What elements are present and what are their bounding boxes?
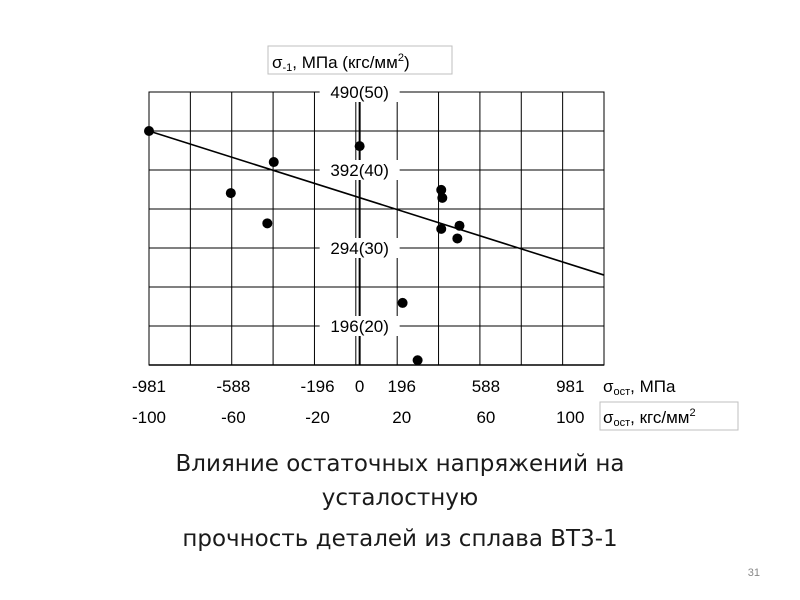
x-tick-label-mpa: 0 bbox=[355, 377, 364, 396]
data-point bbox=[397, 297, 408, 308]
y-tick-label: 294(30) bbox=[330, 239, 389, 258]
caption-line-3: прочность деталей из сплава ВТ3-1 bbox=[182, 526, 618, 552]
trend-line bbox=[148, 130, 605, 276]
data-point bbox=[144, 126, 154, 136]
caption-line-2: усталостную bbox=[321, 485, 479, 511]
y-tick-label: 490(50) bbox=[330, 83, 389, 102]
y-tick-label-bg bbox=[319, 82, 400, 102]
y-tick-label: 392(40) bbox=[330, 161, 389, 180]
chart-points bbox=[144, 126, 465, 366]
y-tick: 490(50) bbox=[319, 82, 400, 102]
y-tick-labels: 490(50) 392(40) 294(30) 196(20) bbox=[319, 82, 400, 336]
data-point bbox=[436, 223, 447, 234]
x-axis-label-mpa: σост, МПа bbox=[603, 377, 676, 398]
y-tick-label-bg bbox=[319, 238, 400, 258]
data-point bbox=[354, 141, 365, 152]
caption-line-1: Влияние остаточных напряжений на bbox=[175, 451, 625, 477]
x-tick-label-kgf: -20 bbox=[305, 408, 330, 427]
x-tick-label-kgf: -100 bbox=[132, 408, 166, 427]
data-point bbox=[268, 157, 279, 168]
data-point bbox=[436, 184, 447, 195]
x-tick-label-kgf: 20 bbox=[392, 408, 411, 427]
data-point bbox=[452, 233, 463, 244]
x-tick-label-mpa: -588 bbox=[216, 377, 250, 396]
x-tick-label-mpa: -196 bbox=[301, 377, 335, 396]
y-tick: 294(30) bbox=[319, 238, 400, 258]
y-tick-label: 196(20) bbox=[330, 317, 389, 336]
x-tick-label-kgf: 100 bbox=[556, 408, 584, 427]
x-axis-label-kgf: σост, кгс/мм2 bbox=[603, 407, 696, 429]
x-tick-label-mpa: 196 bbox=[388, 377, 416, 396]
data-point bbox=[437, 192, 448, 203]
y-tick-label-bg bbox=[319, 160, 400, 180]
x-tick-label-mpa: 981 bbox=[556, 377, 584, 396]
data-point bbox=[412, 355, 423, 366]
slide-number: 31 bbox=[747, 567, 760, 579]
y-tick-label-bg bbox=[319, 316, 400, 336]
x-tick-label-mpa: -981 bbox=[132, 377, 166, 396]
x-tick-labels: -981 -588 -196 0 196 588 981 -100 -60 -20 20 60 100 bbox=[132, 377, 584, 427]
x-tick-label-mpa: 588 bbox=[472, 377, 500, 396]
x-axis-label-kgf-box bbox=[599, 401, 739, 431]
data-point bbox=[262, 218, 273, 229]
chart-trend-layer bbox=[148, 130, 605, 276]
x-tick-label-kgf: -60 bbox=[221, 408, 246, 427]
y-tick: 392(40) bbox=[319, 160, 400, 180]
y-axis-label-box bbox=[267, 45, 453, 75]
data-point bbox=[225, 188, 236, 199]
y-axis-label: σ-1, МПа (кгс/мм2) bbox=[272, 52, 410, 74]
data-point bbox=[454, 220, 465, 231]
x-tick-label-kgf: 60 bbox=[476, 408, 495, 427]
y-tick: 196(20) bbox=[319, 316, 400, 336]
